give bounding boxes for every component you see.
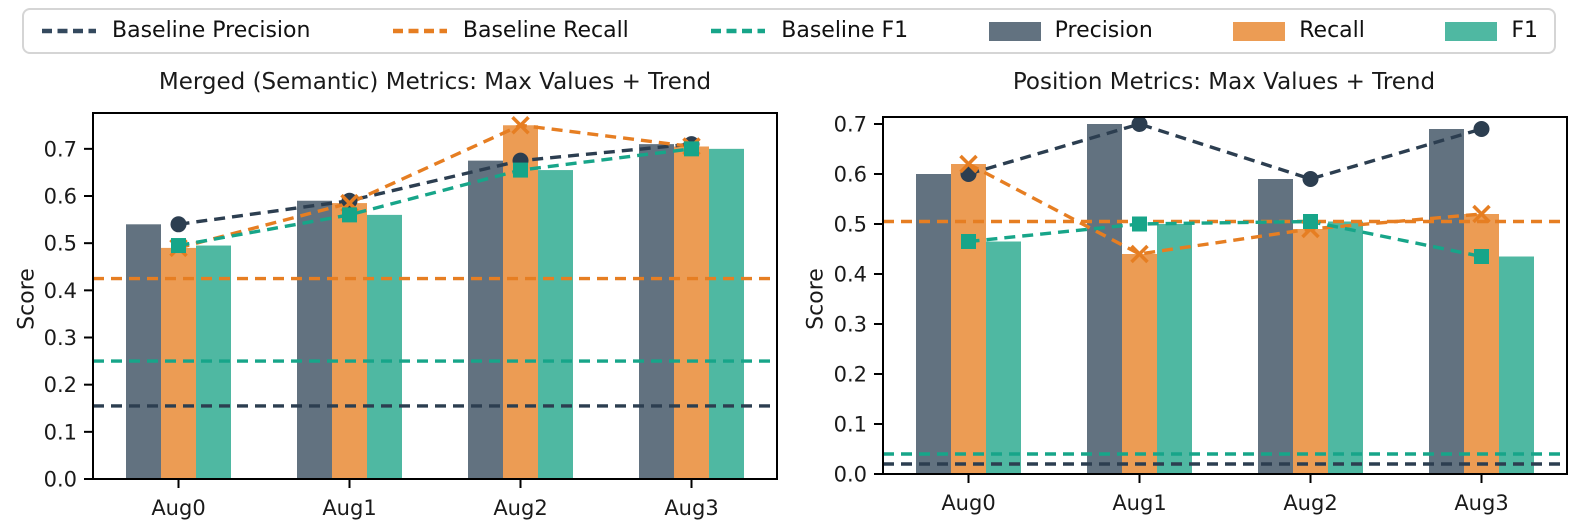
bar-f1-aug2: [1328, 221, 1363, 474]
y-tick-label: 0.3: [834, 313, 867, 337]
marker-circle-precision-aug0: [170, 216, 187, 233]
y-tick-label: 0.4: [44, 279, 77, 303]
marker-square-f1-aug0: [171, 238, 186, 254]
y-tick-label: 0.6: [44, 185, 77, 209]
bar-swatch-icon: [1445, 21, 1498, 41]
position-metrics-chart: Position Metrics: Max Values + Trend Sco…: [789, 62, 1578, 530]
marker-circle-precision-aug1: [1131, 116, 1148, 132]
bar-f1-aug3: [709, 148, 744, 479]
legend-item-precision: Precision: [988, 18, 1153, 43]
y-tick-label: 0.1: [44, 420, 77, 444]
trend-precision-line: [178, 142, 692, 226]
marker-x-recall-aug2: [511, 116, 530, 135]
marker-circle-precision-aug2: [1302, 171, 1319, 187]
bar-precision-aug2: [1258, 179, 1293, 474]
dashed-line-icon: [392, 28, 447, 34]
legend-label-recall: Recall: [1299, 18, 1365, 43]
legend-label-baseline-precision: Baseline Precision: [112, 18, 311, 43]
dashed-line-icon: [42, 28, 96, 34]
legend-item-f1: F1: [1445, 20, 1538, 42]
bar-recall-aug1: [332, 203, 367, 479]
y-tick-label: 0.2: [834, 363, 867, 387]
trend-precision-line: [968, 122, 1482, 181]
bar-precision-aug3: [639, 144, 674, 479]
merged-semantic-chart-plot: 0.0 0.1 0.2 0.3 0.4 0.5 0.6 0.7 Aug0 Aug1 Aug2 Aug3: [44, 112, 778, 520]
marker-square-f1-aug1: [342, 207, 357, 223]
marker-x-recall-aug0: [959, 154, 978, 174]
y-tick-label: 0.3: [44, 326, 77, 350]
y-tick-label: 0.4: [834, 263, 867, 287]
y-tick-label: 0.7: [44, 137, 77, 161]
marker-square-f1-aug1: [1132, 216, 1147, 232]
bar-f1-aug1: [1157, 224, 1192, 474]
chart-legend: Baseline Precision Baseline Recall Basel…: [22, 8, 1556, 54]
bar-recall-aug2: [503, 125, 538, 480]
bar-recall-aug2: [1293, 229, 1328, 474]
marker-square-f1-aug0: [961, 234, 976, 249]
y-tick-label: 0.6: [834, 163, 867, 187]
charts-row: Merged (Semantic) Metrics: Max Values + …: [0, 62, 1578, 530]
bar-precision-aug2: [468, 160, 503, 479]
trend-recall-line: [967, 162, 1482, 256]
legend-item-baseline-precision: Baseline Precision: [40, 20, 310, 42]
legend-label-baseline-f1: Baseline F1: [781, 18, 909, 43]
bar-recall-aug0: [951, 164, 986, 474]
chart-title: Position Metrics: Max Values + Trend: [1012, 69, 1436, 95]
bar-precision-aug0: [126, 224, 161, 479]
x-tick-label: Aug0: [941, 491, 995, 515]
bar-precision-aug1: [1087, 124, 1122, 474]
trend-recall-line: [178, 123, 692, 250]
legend-item-baseline-recall: Baseline Recall: [391, 20, 629, 42]
bar-f1-aug0: [986, 241, 1021, 474]
bar-recall-aug0: [161, 247, 196, 479]
x-tick-label: Aug2: [1283, 491, 1337, 515]
legend-item-baseline-f1: Baseline F1: [709, 20, 908, 42]
plot-border: [882, 116, 1568, 475]
bar-precision-aug3: [1429, 129, 1464, 474]
marker-x-recall-aug3: [1472, 204, 1491, 224]
x-tick-label: Aug1: [1112, 491, 1166, 515]
trend-f1-line: [968, 219, 1482, 259]
x-tick-label: Aug2: [493, 496, 547, 520]
bar-precision-aug1: [297, 200, 332, 479]
y-tick-label: 0.7: [834, 113, 867, 137]
y-tick-label: 0.0: [44, 468, 77, 492]
x-tick-label: Aug0: [151, 496, 205, 520]
marker-square-f1-aug2: [513, 162, 528, 178]
merged-semantic-metrics-chart: Merged (Semantic) Metrics: Max Values + …: [0, 62, 789, 530]
marker-x-recall-aug1: [1130, 244, 1149, 264]
position-chart-plot: 0.0 0.1 0.2 0.3 0.4 0.5 0.6 0.7 Aug0 Aug1 Aug2 Aug3: [834, 113, 1568, 515]
x-tick-label: Aug1: [322, 496, 376, 520]
dashed-line-icon: [711, 28, 766, 34]
legend-label-f1: F1: [1511, 18, 1538, 43]
marker-square-f1-aug3: [684, 141, 699, 157]
bar-swatch-icon: [1233, 21, 1286, 41]
bar-f1-aug3: [1499, 256, 1534, 474]
x-tick-label: Aug3: [664, 496, 718, 520]
bar-f1-aug1: [367, 214, 402, 479]
y-tick-label: 0.0: [834, 463, 867, 487]
y-tick-label: 0.5: [834, 213, 867, 237]
trend-f1-line: [178, 147, 692, 248]
bar-f1-aug2: [538, 170, 573, 479]
marker-square-f1-aug3: [1474, 249, 1489, 264]
bar-recall-aug3: [674, 146, 709, 479]
plot-border: [92, 112, 778, 480]
legend-item-recall: Recall: [1233, 20, 1365, 42]
legend-label-precision: Precision: [1054, 18, 1153, 43]
legend-label-baseline-recall: Baseline Recall: [462, 18, 629, 43]
y-tick-label: 0.1: [834, 413, 867, 437]
bar-swatch-icon: [988, 21, 1041, 41]
marker-circle-precision-aug3: [1473, 121, 1490, 137]
x-tick-label: Aug3: [1454, 491, 1508, 515]
bar-recall-aug1: [1122, 254, 1157, 474]
bar-precision-aug0: [916, 174, 951, 474]
y-tick-label: 0.2: [44, 373, 77, 397]
y-tick-label: 0.5: [44, 232, 77, 256]
chart-title: Merged (Semantic) Metrics: Max Values + …: [158, 69, 712, 95]
marker-square-f1-aug2: [1303, 214, 1318, 229]
